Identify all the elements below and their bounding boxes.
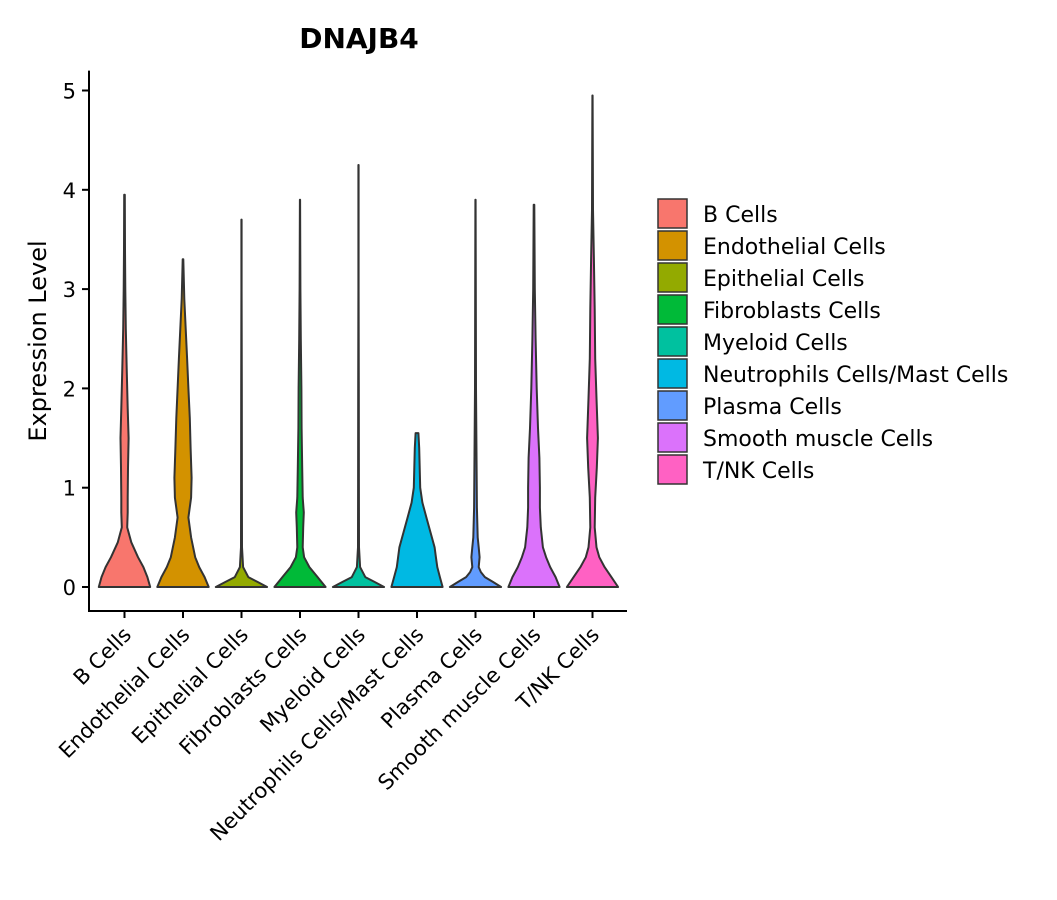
plot-area [97, 94, 620, 588]
legend-swatch [657, 262, 688, 293]
legend-label: Myeloid Cells [703, 331, 848, 356]
y-tick-label: 5 [63, 80, 76, 104]
y-tick-label: 3 [63, 278, 76, 302]
legend-label: T/NK Cells [702, 459, 814, 484]
y-tick-label: 4 [63, 179, 76, 203]
x-tick-label: Neutrophils Cells/Mast Cells [205, 623, 428, 846]
legend-swatch [657, 454, 688, 485]
legend-label: Neutrophils Cells/Mast Cells [703, 363, 1008, 388]
legend-swatch [657, 358, 688, 389]
legend-label: Smooth muscle Cells [703, 427, 933, 452]
y-axis: 0 1 2 3 4 5 [63, 70, 90, 611]
legend-label: Epithelial Cells [703, 267, 864, 292]
legend-label: B Cells [703, 203, 778, 228]
violin-7 [448, 198, 503, 588]
violin-8 [507, 203, 561, 588]
violin-2 [156, 258, 210, 588]
violin-3 [214, 218, 269, 588]
y-tick-label: 0 [63, 576, 76, 600]
violin-9 [565, 94, 620, 588]
legend-label: Plasma Cells [703, 395, 842, 420]
x-tick-label: Plasma Cells [376, 623, 487, 734]
y-tick-label: 2 [63, 377, 76, 401]
violin-6 [390, 432, 444, 588]
y-tick-label: 1 [63, 477, 76, 501]
y-axis-title: Expression Level [24, 240, 52, 441]
violin-5 [331, 164, 386, 588]
legend: B Cells Endothelial Cells Epithelial Cells… [657, 198, 1008, 485]
legend-swatch [657, 422, 688, 453]
legend-swatch [657, 390, 688, 421]
violin-4 [273, 198, 327, 588]
legend-swatch [657, 294, 688, 325]
legend-swatch [657, 326, 688, 357]
chart-title: DNAJB4 [299, 22, 419, 55]
legend-swatch [657, 198, 688, 229]
violin-1 [97, 193, 152, 588]
legend-swatch [657, 230, 688, 261]
legend-label: Fibroblasts Cells [703, 299, 881, 324]
legend-label: Endothelial Cells [703, 235, 886, 260]
